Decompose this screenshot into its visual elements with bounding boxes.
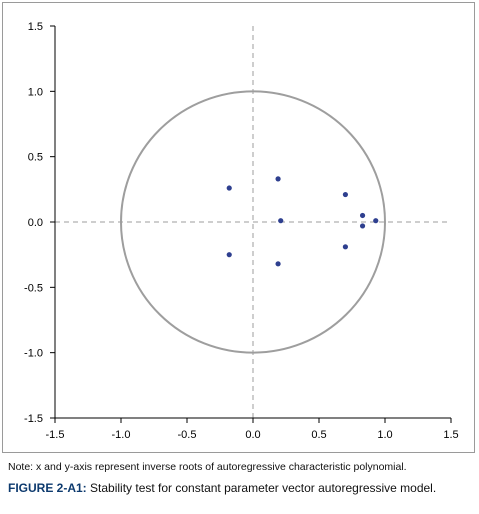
inverse-root-point: [226, 252, 232, 258]
y-tick-label: -1.5: [24, 413, 43, 425]
inverse-root-point: [373, 218, 379, 224]
figure-caption: FIGURE 2-A1: Stability test for constant…: [8, 481, 436, 495]
x-tick-label: -1.0: [112, 429, 131, 441]
inverse-root-point: [226, 185, 232, 191]
inverse-roots-chart: -1.5 -1.0 -0.5 0.0 0.5 1.0 1.5 1.5 1.0 0.5 0.0 -0.5…: [24, 21, 459, 441]
y-tick-label: 0.0: [28, 217, 43, 229]
x-tick-label: -0.5: [178, 429, 197, 441]
inverse-root-point: [278, 218, 284, 224]
inverse-root-point: [275, 176, 281, 182]
inverse-root-point: [359, 223, 366, 229]
x-tick-label: -1.5: [46, 429, 65, 441]
chart-note: Note: x and y-axis represent inverse roo…: [8, 461, 407, 473]
y-tick-label: 1.0: [28, 86, 43, 98]
inverse-root-point: [342, 191, 348, 198]
y-tick-label: -0.5: [24, 282, 43, 294]
inverse-root-point: [275, 261, 281, 267]
figure-label: FIGURE 2-A1:: [8, 481, 87, 495]
chart-frame: [2, 2, 475, 453]
x-tick-label: 0.5: [311, 429, 326, 441]
inverse-root-point: [342, 244, 348, 250]
unit-circle: [120, 90, 386, 354]
x-tick-label: 1.0: [377, 429, 392, 441]
y-tick-label: 0.5: [28, 152, 43, 164]
figure-caption-text: Stability test for constant parameter ve…: [86, 481, 437, 495]
x-tick-label: 1.5: [443, 429, 458, 441]
y-tick-label: 1.5: [28, 21, 43, 33]
y-tick-label: -1.0: [24, 348, 43, 360]
inverse-root-point: [359, 212, 366, 219]
x-tick-label: 0.0: [245, 429, 260, 441]
